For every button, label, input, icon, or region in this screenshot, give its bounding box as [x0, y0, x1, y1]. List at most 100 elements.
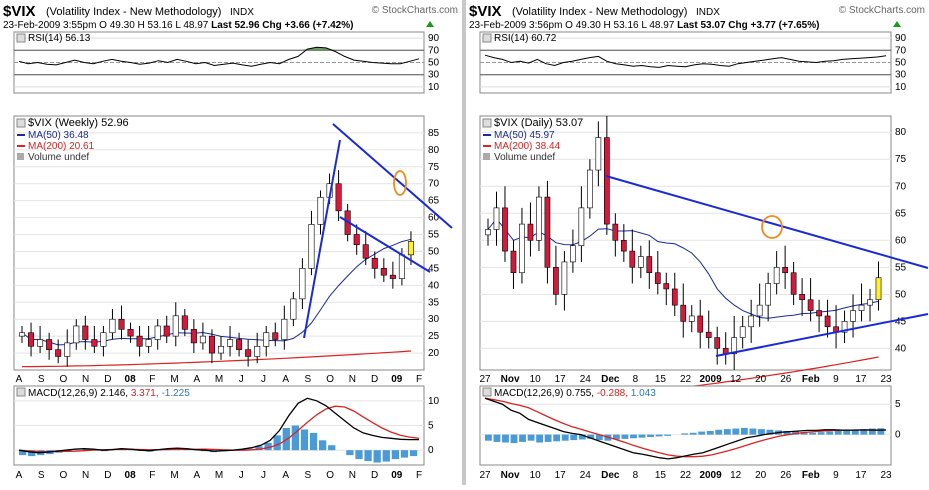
- quote-part: 49.30: [576, 20, 604, 31]
- candle-body: [200, 336, 205, 343]
- x-tick-label: O: [60, 470, 68, 481]
- candle-body: [672, 289, 677, 305]
- x-tick-label: 22: [680, 470, 692, 481]
- macd-histogram-bar: [383, 450, 390, 461]
- legend-ma200: MA(200) 38.44: [494, 141, 561, 152]
- watermark: © StockCharts.com: [372, 5, 458, 16]
- exchange-label: INDX: [230, 7, 254, 18]
- macd-histogram-bar: [656, 435, 663, 437]
- quote-part: 53.16: [614, 20, 642, 31]
- candle-body: [604, 138, 609, 224]
- x-tick-label: 2009: [699, 470, 722, 481]
- candle-body: [372, 258, 377, 268]
- quote-part: 23-Feb-2009 3:56pm: [469, 20, 565, 31]
- price-tick-label: 60: [428, 213, 440, 224]
- candle-body: [74, 326, 79, 343]
- price-tick-label: 45: [428, 263, 440, 274]
- x-tick-label: D: [104, 374, 111, 385]
- x-tick-label: A: [282, 470, 289, 481]
- candle-body: [698, 316, 703, 332]
- macd-histogram-bar: [690, 433, 697, 435]
- candle-body: [596, 138, 601, 170]
- rsi-tick-label: 90: [428, 33, 440, 44]
- x-tick-label: 23: [880, 470, 892, 481]
- price-collapse-icon: [483, 119, 491, 127]
- candle-body: [783, 267, 788, 272]
- candle-body: [101, 333, 106, 347]
- x-tick-label: 17: [855, 374, 867, 385]
- candle-body: [494, 208, 499, 230]
- macd-histogram-bar: [835, 431, 842, 435]
- price-tick-label: 80: [895, 127, 907, 138]
- x-tick-label: M: [170, 374, 178, 385]
- price-tick-label: 65: [428, 196, 440, 207]
- macd-tick-label: 5: [895, 399, 901, 410]
- candle-body: [621, 240, 626, 251]
- quote-part: 52.96: [234, 20, 262, 31]
- x-tick-label: 20: [755, 470, 767, 481]
- candle-body: [867, 300, 872, 305]
- candle-body: [545, 197, 550, 267]
- quote-part: 53.16: [148, 20, 176, 31]
- x-tick-label: J: [239, 374, 244, 385]
- weekly-chart-panel: $VIX(Volatility Index - New Methodology)…: [0, 0, 462, 485]
- x-tick-label: O: [326, 374, 334, 385]
- candle-body: [191, 329, 196, 343]
- macd-signal-value: 3.371,: [131, 388, 162, 399]
- x-tick-label: J: [261, 470, 266, 481]
- macd-histogram-bar: [664, 435, 671, 436]
- candle-body: [664, 284, 669, 289]
- legend-volume-swatch: [483, 153, 490, 160]
- macd-signal-value: -0.288,: [597, 388, 631, 399]
- x-tick-label: 20: [755, 374, 767, 385]
- quote-part: 48.97: [183, 20, 211, 31]
- x-tick-label: S: [38, 470, 45, 481]
- x-tick-label: Dec: [601, 374, 620, 385]
- price-tick-label: 35: [428, 297, 440, 308]
- macd-histogram-bar: [392, 450, 399, 459]
- macd-histogram-bar: [301, 429, 308, 450]
- macd-histogram-bar: [292, 426, 299, 451]
- x-tick-label: Feb: [802, 374, 820, 385]
- x-tick-label: N: [82, 470, 89, 481]
- price-tick-label: 55: [895, 262, 907, 273]
- candle-body: [254, 346, 259, 356]
- x-tick-label: 12: [730, 470, 742, 481]
- macd-histogram-bar: [681, 433, 688, 434]
- macd-histogram-bar: [346, 450, 353, 455]
- quote-part: 53.07: [700, 20, 728, 31]
- x-tick-label: 24: [580, 374, 592, 385]
- candle-body: [553, 267, 558, 294]
- macd-histogram-bar: [319, 440, 326, 450]
- quote-part: H: [604, 20, 614, 31]
- quote-part: O: [565, 20, 576, 31]
- candle-body: [37, 340, 42, 347]
- macd-collapse-icon: [17, 388, 25, 396]
- candle-body: [562, 262, 567, 294]
- x-tick-label: F: [416, 470, 422, 481]
- x-tick-label: 09: [391, 470, 403, 481]
- macd-histogram-bar: [536, 435, 543, 443]
- macd-histogram-bar: [274, 435, 281, 450]
- x-tick-label: D: [371, 470, 378, 481]
- candle-body: [647, 257, 652, 273]
- x-tick-label: J: [261, 374, 266, 385]
- x-tick-label: 8: [633, 470, 639, 481]
- macd-histogram-bar: [647, 435, 654, 437]
- quote-part: 23-Feb-2009 3:55pm: [3, 20, 99, 31]
- quote-line: 23-Feb-2009 3:55pm O 49.30 H 53.16 L 48.…: [3, 20, 353, 31]
- candle-body: [92, 340, 97, 347]
- price-tick-label: 40: [895, 343, 907, 354]
- price-tick-label: 60: [895, 235, 907, 246]
- x-tick-label: F: [149, 470, 155, 481]
- x-tick-label: F: [416, 374, 422, 385]
- x-tick-label: 09: [391, 374, 403, 385]
- candle-body: [485, 229, 490, 234]
- macd-histogram-bar: [741, 428, 748, 435]
- macd-hist-value: -1.225: [161, 388, 190, 399]
- x-tick-label: 08: [125, 470, 137, 481]
- macd-label-name: MACD(12,26,9): [28, 388, 100, 399]
- x-tick-label: N: [349, 470, 356, 481]
- candle-body: [399, 255, 404, 279]
- price-tick-label: 30: [428, 314, 440, 325]
